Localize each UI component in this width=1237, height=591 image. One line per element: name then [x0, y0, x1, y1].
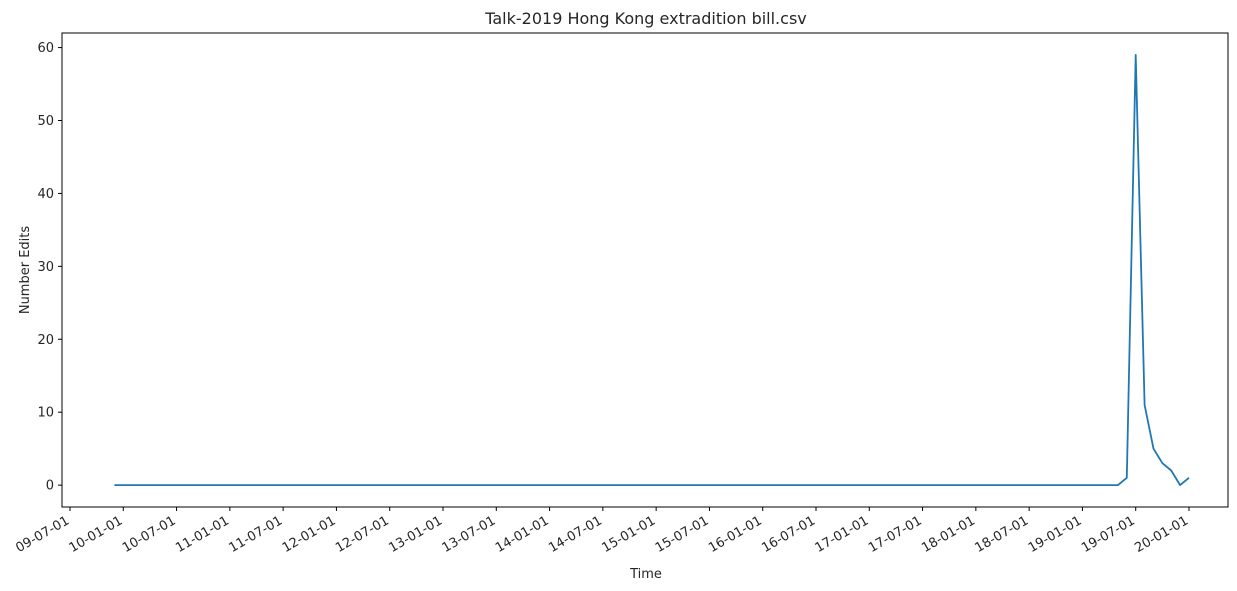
- y-tick-label: 10: [37, 406, 54, 421]
- y-axis: 0 10 20 30 40 50 60: [37, 41, 62, 494]
- x-tick-label: 17-07-01: [866, 513, 925, 555]
- plot-area: [61, 32, 1229, 508]
- x-tick-label: 09-07-01: [13, 513, 72, 555]
- x-tick-label: 18-07-01: [973, 513, 1032, 555]
- y-tick-label: 30: [37, 260, 54, 275]
- x-tick-label: 14-01-01: [493, 513, 552, 555]
- x-tick-label: 18-01-01: [919, 513, 978, 555]
- y-tick-label: 40: [37, 187, 54, 202]
- x-tick-label: 14-07-01: [546, 513, 605, 555]
- x-tick-label: 17-01-01: [813, 513, 872, 555]
- chart-title: Talk-2019 Hong Kong extradition bill.csv: [484, 9, 807, 28]
- x-tick-label: 12-07-01: [333, 513, 392, 555]
- x-tick-label: 16-01-01: [706, 513, 765, 555]
- x-tick-label: 15-07-01: [653, 513, 712, 555]
- x-axis-label: Time: [629, 567, 662, 582]
- x-tick-label: 19-01-01: [1026, 513, 1085, 555]
- x-tick-label: 10-07-01: [120, 513, 179, 555]
- y-tick-label: 50: [37, 114, 54, 129]
- x-tick-label: 13-07-01: [440, 513, 499, 555]
- y-tick-label: 60: [37, 41, 54, 56]
- y-tick-label: 20: [37, 333, 54, 348]
- x-tick-label: 10-01-01: [67, 513, 126, 555]
- x-tick-label: 13-01-01: [386, 513, 445, 555]
- x-tick-label: 15-01-01: [600, 513, 659, 555]
- x-axis: 09-07-0110-01-0110-07-0111-01-0111-07-01…: [13, 507, 1191, 556]
- x-tick-label: 20-01-01: [1132, 513, 1191, 555]
- x-tick-label: 11-07-01: [227, 513, 286, 555]
- x-tick-label: 12-01-01: [280, 513, 339, 555]
- series-line: [114, 54, 1190, 487]
- y-axis-label: Number Edits: [18, 226, 33, 315]
- series-layer: [114, 54, 1190, 487]
- x-tick-label: 11-01-01: [173, 513, 232, 555]
- x-tick-label: 16-07-01: [759, 513, 818, 555]
- x-tick-label: 19-07-01: [1079, 513, 1138, 555]
- y-tick-label: 0: [46, 479, 54, 494]
